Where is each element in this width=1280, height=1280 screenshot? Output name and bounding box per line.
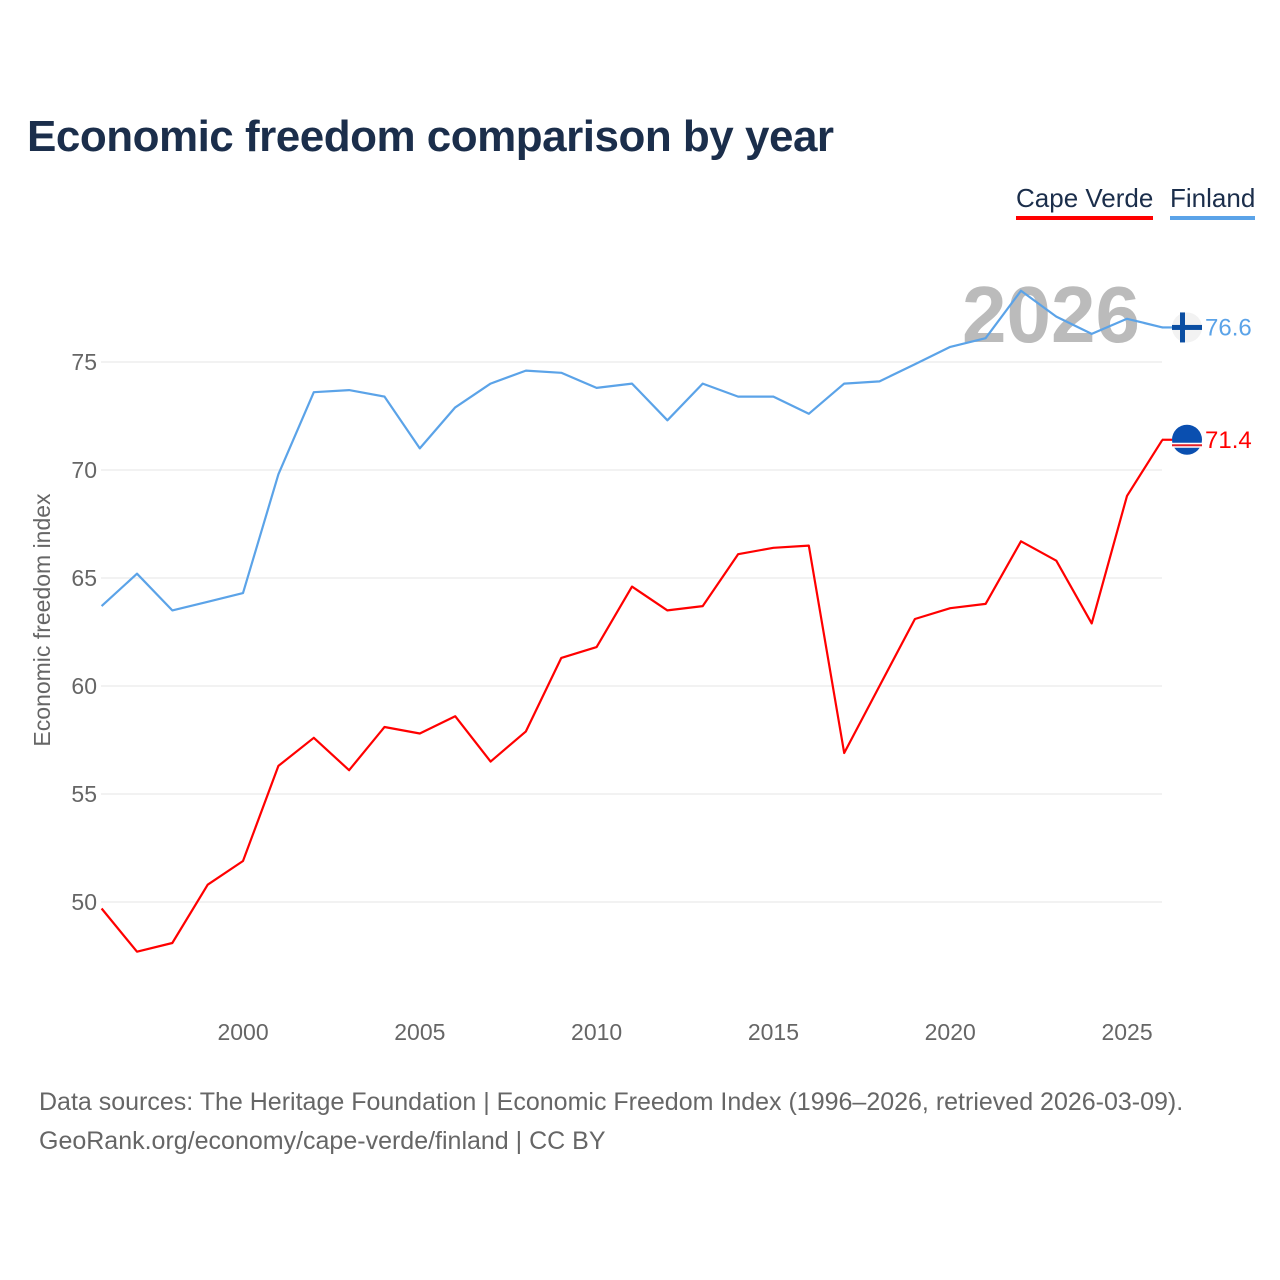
y-tick-label: 60 [71,673,97,699]
x-tick-label: 2020 [925,1019,976,1045]
y-tick-label: 55 [71,781,97,807]
x-tick-label: 2000 [217,1019,268,1045]
flag-bg [1172,424,1202,455]
end-value-label: 71.4 [1205,427,1252,454]
series-line-cape-verde [100,439,1164,953]
line-chart: 2026 50 55 60 65 70 75 2000 2005 2010 2015 2020 2025… [29,270,1252,1045]
cape-verde-flag-icon [1172,424,1202,455]
series-line-finland [100,289,1163,612]
flag-cross [1172,324,1202,330]
y-axis-label: Economic freedom index [29,493,55,747]
flag-cross [1180,312,1185,343]
y-tick-label: 75 [71,349,97,375]
chart-title: Economic freedom comparison by year [27,112,834,161]
legend-cape-verde[interactable]: Cape Verde [1016,183,1154,220]
source-line-2[interactable]: GeoRank.org/economy/cape-verde/finland |… [39,1127,606,1155]
x-tick-label: 2010 [571,1019,622,1045]
y-tick-label: 70 [71,457,97,483]
finland-flag-icon [1172,312,1202,343]
source-line-1: Data sources: The Heritage Foundation | … [39,1088,1184,1116]
end-value-label: 76.6 [1205,314,1252,341]
x-tick-label: 2005 [394,1019,445,1045]
x-tick-label: 2015 [748,1019,799,1045]
y-tick-label: 65 [71,565,97,591]
year-watermark: 2026 [962,270,1140,359]
flag-stripe [1172,444,1202,447]
x-tick-label: 2025 [1101,1019,1152,1045]
legend-finland[interactable]: Finland [1170,183,1256,220]
y-tick-label: 50 [71,889,97,915]
